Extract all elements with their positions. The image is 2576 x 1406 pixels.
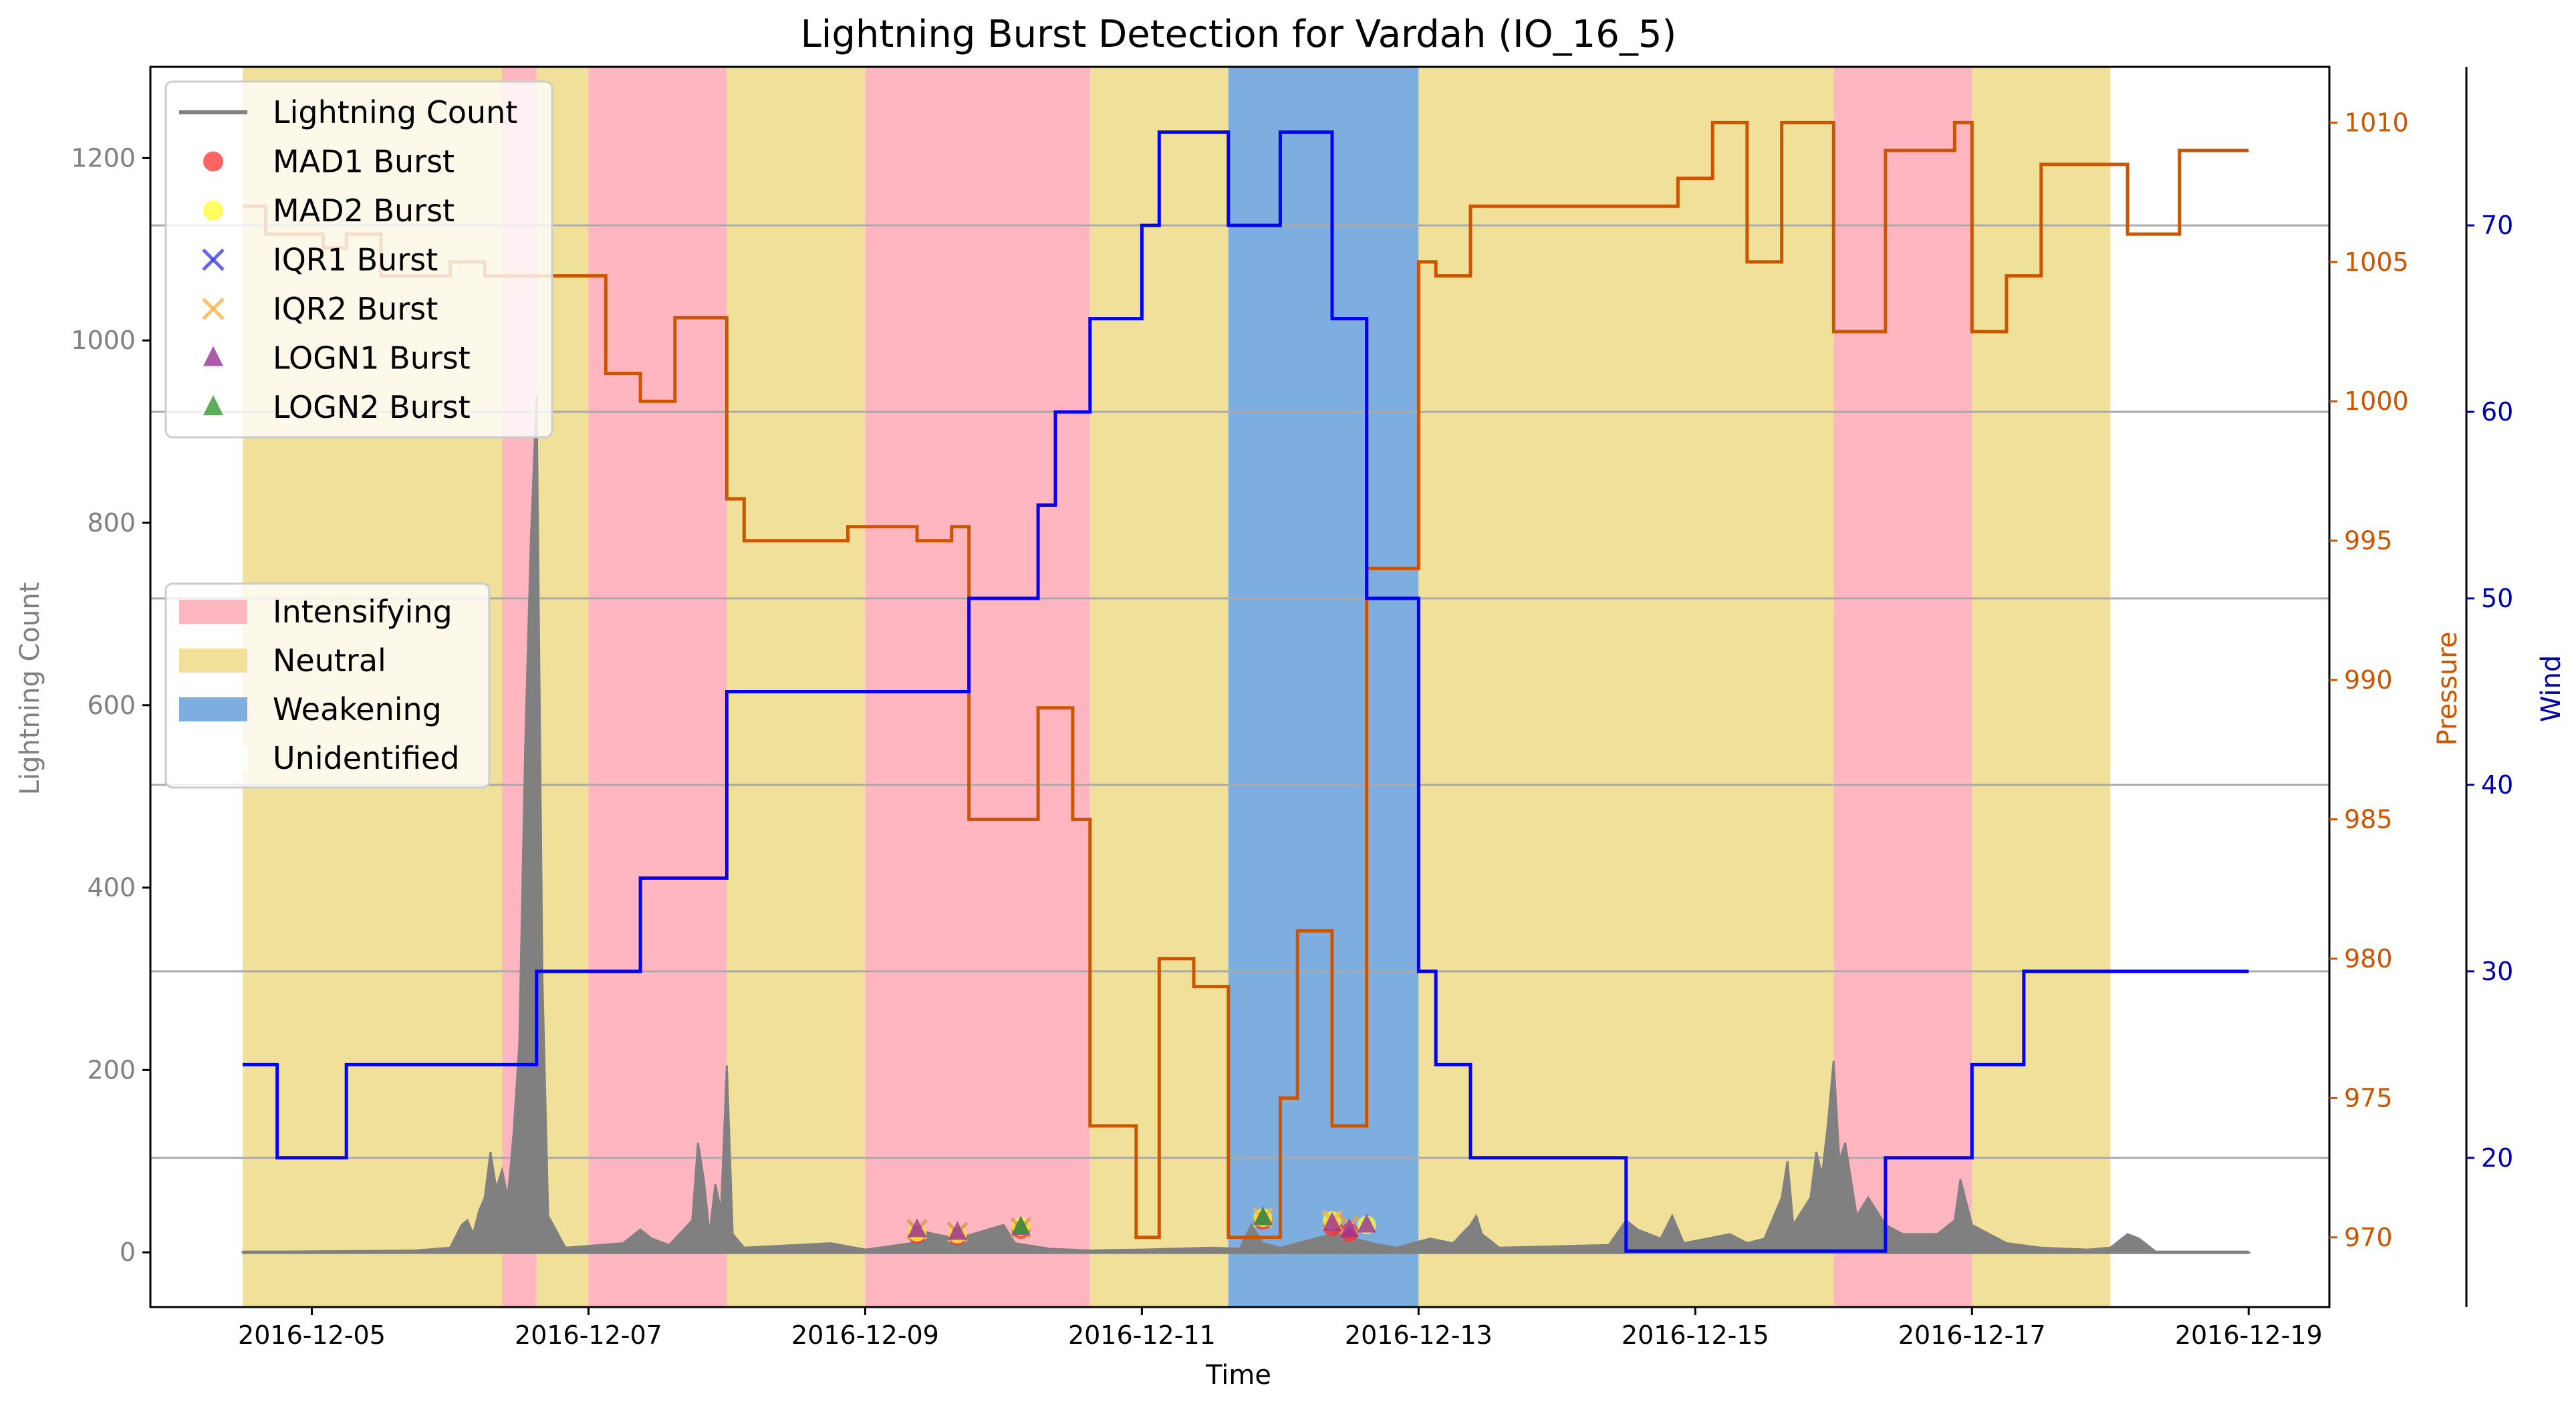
phase-legend-box (164, 582, 491, 789)
left-tick-label: 600 (87, 691, 136, 720)
legend-label: Unidentified (273, 740, 460, 776)
logn2-burst-marker (1011, 1215, 1031, 1235)
left-tick-label: 0 (120, 1238, 136, 1267)
pressure-axis-label: Pressure (2432, 632, 2463, 746)
x-tick-label: 2016-12-09 (791, 1320, 939, 1350)
legend-label: MAD1 Burst (273, 144, 455, 180)
logn1-burst-marker (948, 1221, 967, 1240)
x-axis-label: Time (1205, 1360, 1271, 1391)
x-tick-label: 2016-12-11 (1068, 1320, 1216, 1350)
legend-label: Intensifying (273, 594, 453, 630)
legend-phase-swatch (179, 746, 247, 770)
phase-band-intensifying (865, 67, 1090, 1307)
legend-label: MAD2 Burst (273, 193, 455, 229)
phase-legend: Intensifying Neutral Weakening Unidentified (164, 582, 491, 789)
pressure-tick-label: 970 (2344, 1223, 2393, 1252)
phase-band-neutral (727, 67, 866, 1307)
wind-tick-label: 50 (2481, 584, 2513, 613)
legend-x-swatch-stroke (202, 298, 225, 320)
series-pressure (243, 120, 2249, 1240)
pressure-tick-label: 980 (2344, 944, 2393, 973)
legend-x-swatch-stroke (202, 248, 225, 271)
pressure-tick-label: 990 (2344, 665, 2393, 695)
pressure-tick-label: 985 (2344, 805, 2393, 834)
legend-label: LOGN1 Burst (273, 340, 471, 376)
burst-markers (906, 1206, 1376, 1246)
x-tick-label: 2016-12-17 (1898, 1320, 2046, 1350)
burst-legend-box (164, 80, 553, 439)
series-wind (243, 130, 2249, 1253)
legend-label: Neutral (273, 642, 386, 679)
x-tick-label: 2016-12-13 (1345, 1320, 1493, 1350)
logn1-burst-marker (1357, 1213, 1376, 1233)
phase-band-weakening (1228, 67, 1419, 1307)
lightning-axis-label: Lightning Count (15, 582, 45, 796)
pressure-tick-label: 995 (2344, 526, 2393, 556)
pressure-tick-label: 1010 (2344, 108, 2409, 137)
legend-x-swatch (202, 298, 225, 320)
phase-bands (242, 67, 2111, 1307)
left-tick-label: 1000 (71, 326, 136, 355)
legend-label: Weakening (273, 691, 442, 727)
pressure-tick-label: 975 (2344, 1083, 2393, 1112)
legend-label: IQR1 Burst (273, 242, 438, 278)
left-tick-label: 200 (87, 1055, 136, 1084)
pressure-tick-label: 1005 (2344, 247, 2409, 277)
phase-band-neutral (1418, 67, 1834, 1307)
pressure-tick-label: 1000 (2344, 386, 2409, 416)
plot-frame (149, 66, 2331, 1308)
wind-tick-label: 40 (2481, 770, 2513, 800)
burst-legend: Lightning Count MAD1 Burst MAD2 Burst IQR1 … (164, 80, 553, 439)
legend-label: Lightning Count (273, 94, 517, 130)
left-tick-label: 400 (87, 873, 136, 903)
legend-phase-swatch (179, 697, 247, 721)
logn1-burst-marker (908, 1218, 927, 1238)
logn1-burst-marker (1339, 1218, 1359, 1238)
legend-x-swatch (202, 248, 225, 271)
legend-label: IQR2 Burst (273, 291, 438, 327)
x-tick-label: 2016-12-05 (238, 1320, 386, 1350)
legend-phase-swatch (179, 600, 247, 624)
left-tick-label: 800 (87, 508, 136, 538)
wind-tick-label: 70 (2481, 211, 2513, 240)
x-tick-label: 2016-12-15 (1622, 1320, 1769, 1350)
legend-phase-swatch (179, 649, 247, 673)
legend-triangle-swatch (203, 346, 223, 366)
series-lightning-count (241, 394, 2251, 1254)
x-tick-label: 2016-12-19 (2175, 1320, 2323, 1350)
wind-tick-label: 30 (2481, 957, 2513, 986)
wind-tick-label: 60 (2481, 397, 2513, 427)
legend-circle-swatch (203, 201, 223, 221)
wind-tick-label: 20 (2481, 1143, 2513, 1173)
logn1-burst-marker (1322, 1211, 1341, 1231)
legend-triangle-swatch (203, 395, 223, 415)
axes: 2016-12-05 2016-12-07 2016-12-09 2016-12-11… (71, 66, 2513, 1350)
left-tick-label: 1200 (71, 143, 136, 172)
x-tick-label: 2016-12-07 (515, 1320, 662, 1350)
series-layer (241, 120, 2251, 1254)
phase-band-intensifying (588, 67, 727, 1307)
wind-axis-label: Wind (2536, 655, 2567, 723)
logn2-burst-marker (1253, 1206, 1273, 1225)
chart-title: Lightning Burst Detection for Vardah (IO… (801, 13, 1677, 56)
legend-label: LOGN2 Burst (273, 389, 471, 425)
legend-circle-swatch (203, 151, 223, 172)
phase-band-intensifying (1833, 67, 1972, 1307)
